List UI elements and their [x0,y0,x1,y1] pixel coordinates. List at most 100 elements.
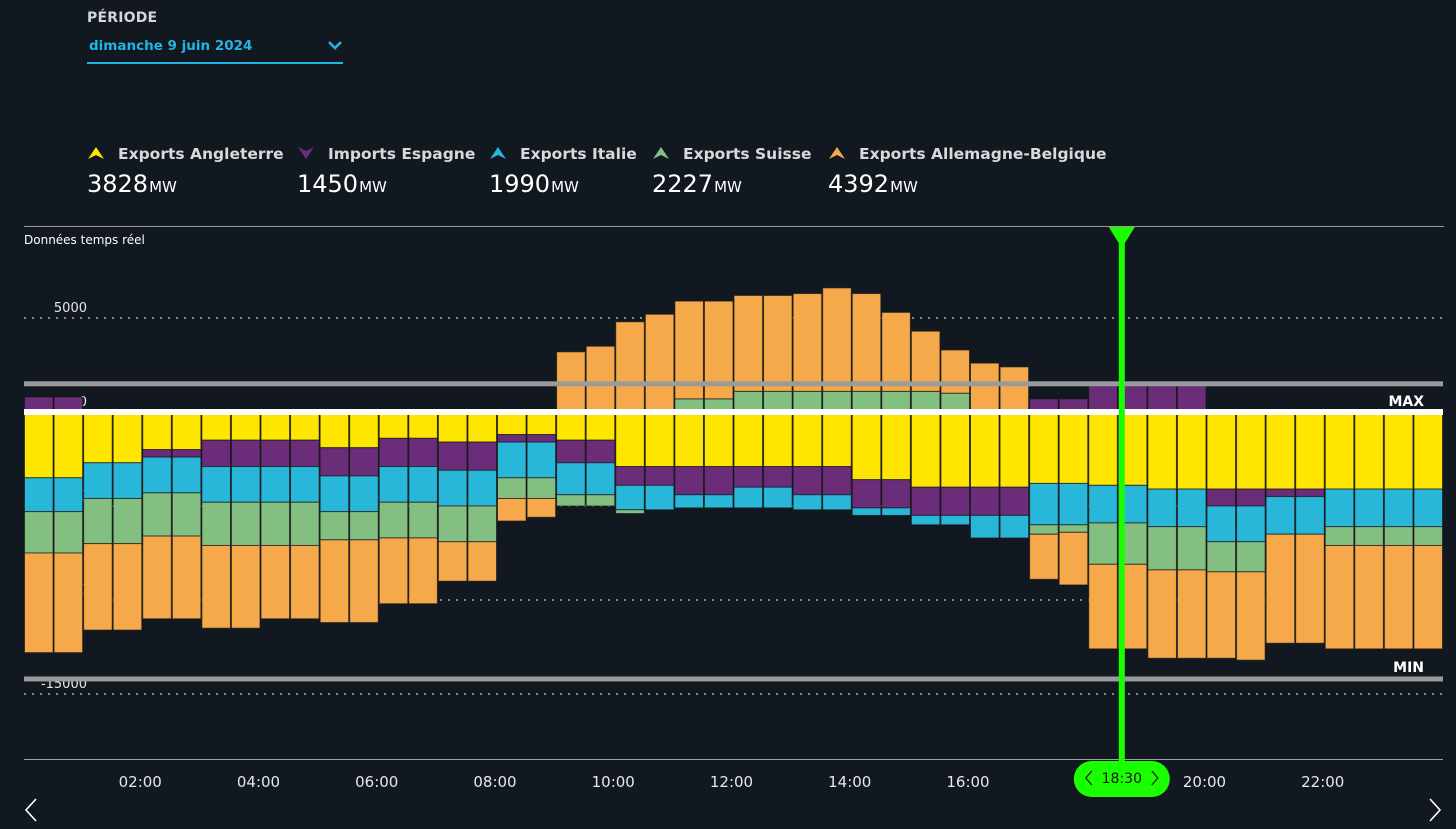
periode-date-value: dimanche 9 juin 2024 [89,38,253,54]
periode-date-select[interactable]: dimanche 9 juin 2024 [87,36,343,64]
bar-segment [910,411,941,488]
bar-segment [881,479,911,509]
bar-segment [910,330,941,392]
bar-segment [1058,482,1089,526]
bar-segment [53,477,84,513]
bar-segment [497,434,527,443]
legend-item-italie[interactable]: Exports Italie 1990MW [489,143,637,198]
x-tick-label: 20:00 [1183,773,1226,791]
bar-segment [1295,533,1325,644]
bar-segment [1088,522,1118,565]
bar-segment [615,321,645,413]
bar-segment [585,462,616,496]
bar-segment [999,514,1030,539]
max-label: MAX [1388,394,1424,410]
previous-day-arrow-icon[interactable] [22,797,40,823]
bar-segment [910,486,941,516]
bar-segment [83,497,113,545]
bar-segment [851,411,882,481]
bar-segment [1236,411,1266,490]
x-tick-label: 08:00 [473,773,516,791]
bar-segment [1206,411,1237,490]
bar-segment [378,501,409,539]
legend-label: Exports Angleterre [118,145,284,163]
bar-segment [526,441,557,479]
bar-segment [437,505,468,543]
bar-segment [142,535,172,620]
bar-segment [822,494,852,511]
bar-segment [999,366,1030,413]
legend-item-allemagne-belgique[interactable]: Exports Allemagne-Belgique 4392MW [828,143,1107,198]
bar-segment [53,411,84,479]
bar-segment [142,492,172,537]
legend-unit: MW [890,178,918,196]
bar-segment [556,462,586,496]
bar-segment [1147,385,1177,413]
legend-unit: MW [359,178,387,196]
bar-segment [881,390,911,413]
bar-segment [1176,488,1207,528]
bar-segment [1354,526,1384,546]
bar-segment [437,541,468,582]
bar-segment [171,535,202,620]
legend-item-espagne[interactable]: Imports Espagne 1450MW [297,143,475,198]
bar-segment [644,466,675,486]
legend-label: Exports Suisse [683,145,812,163]
bar-segment [1058,411,1089,484]
bar-segment [1029,524,1059,535]
bar-segment [408,501,438,539]
bar-segment [910,390,941,413]
bar-segment [792,411,823,468]
bar-segment [940,486,970,516]
bar-segment [1354,544,1384,650]
bar-segment [319,447,350,477]
bar-segment [999,486,1030,516]
next-day-arrow-icon[interactable] [1426,797,1444,823]
bar-segment [112,462,143,499]
bar-segment [615,466,645,486]
bar-segment [526,411,557,436]
bar-segment [290,466,320,503]
x-tick-label: 10:00 [592,773,635,791]
bar-segment [526,497,557,518]
x-tick-label: 12:00 [710,773,753,791]
legend-item-angleterre[interactable]: Exports Angleterre 3828MW [87,143,284,198]
bar-segment [319,539,350,624]
bar-segment [319,475,350,513]
bar-segment [1265,533,1296,644]
bar-segment [1383,526,1414,546]
bar-segment [349,511,379,541]
bar-segment [260,501,291,546]
bar-segment [349,475,379,513]
bar-segment [112,411,143,464]
bar-segment [290,439,320,468]
bar-segment [970,411,1000,488]
bar-segment [733,294,764,392]
bar-segment [408,411,438,439]
bar-segment [733,390,764,413]
time-cursor[interactable]: 18:30 [1073,227,1170,797]
bar-segment [142,411,172,451]
bar-segment [467,411,497,443]
bar-segment [24,552,54,654]
bar-segment [674,411,704,468]
y-tick-label: 5000 [54,301,87,316]
triangle-up-icon [829,147,845,159]
bar-segment [408,537,438,605]
bar-segment [1265,411,1296,490]
bar-segment [24,411,54,479]
legend-item-suisse[interactable]: Exports Suisse 2227MW [652,143,811,198]
bar-segment [1413,488,1443,528]
bar-segment [1206,571,1237,659]
bar-segment [349,539,379,624]
bar-segment [437,411,468,443]
bar-segment [1029,533,1059,580]
bar-segment [1058,524,1089,533]
bar-segment [171,449,202,458]
chevron-right-icon [1151,770,1159,786]
cursor-handle-icon [1108,227,1135,248]
bar-segment [260,544,291,620]
bar-segment [171,492,202,537]
triangle-up-icon [490,147,506,159]
